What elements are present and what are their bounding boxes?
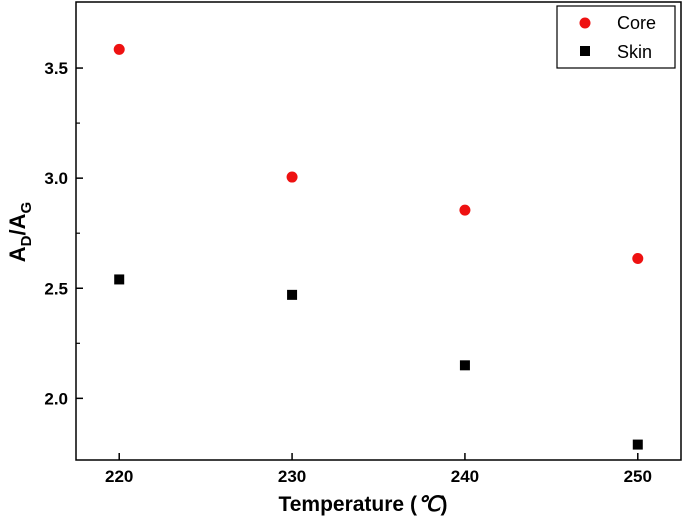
x-label-close: ) [441, 493, 448, 516]
x-label-main: Temperature ( [278, 493, 416, 516]
y-tick-label: 2.5 [44, 279, 68, 298]
point-skin [114, 274, 125, 285]
data-points [113, 43, 644, 450]
legend-box [556, 5, 676, 69]
y-label-base-2: A [5, 213, 30, 229]
y-label-sub-1: D [18, 235, 35, 246]
legend-skin-label: Skin [617, 42, 652, 62]
legend-core-label: Core [617, 13, 656, 33]
legend-core-marker [579, 17, 591, 29]
y-tick-label: 3.0 [44, 169, 68, 188]
x-tick-label: 230 [278, 467, 306, 486]
y-axis-title: AD/AG [5, 202, 35, 262]
point-core [113, 43, 125, 55]
point-skin [459, 360, 470, 371]
point-skin [287, 289, 298, 300]
point-core [632, 253, 644, 265]
x-tick-label: 240 [451, 467, 479, 486]
point-core [286, 171, 298, 183]
x-label-unit: ℃ [417, 493, 444, 516]
legend: Core Skin [556, 5, 676, 69]
plot-frame [75, 1, 682, 461]
y-label-sub-2: G [18, 202, 35, 214]
y-tick-label: 2.0 [44, 389, 68, 408]
legend-skin-marker [580, 46, 590, 56]
x-axis: 220 230 240 250 [105, 453, 652, 486]
y-tick-label: 3.5 [44, 59, 68, 78]
y-axis: 2.0 2.5 3.0 3.5 [44, 59, 83, 408]
y-label-base-1: A [5, 246, 30, 262]
x-tick-label: 250 [624, 467, 652, 486]
x-tick-label: 220 [105, 467, 133, 486]
point-core [459, 204, 471, 216]
x-axis-title: Temperature (℃) [278, 493, 447, 516]
point-skin [632, 439, 643, 450]
y-label-slash: / [5, 229, 30, 235]
